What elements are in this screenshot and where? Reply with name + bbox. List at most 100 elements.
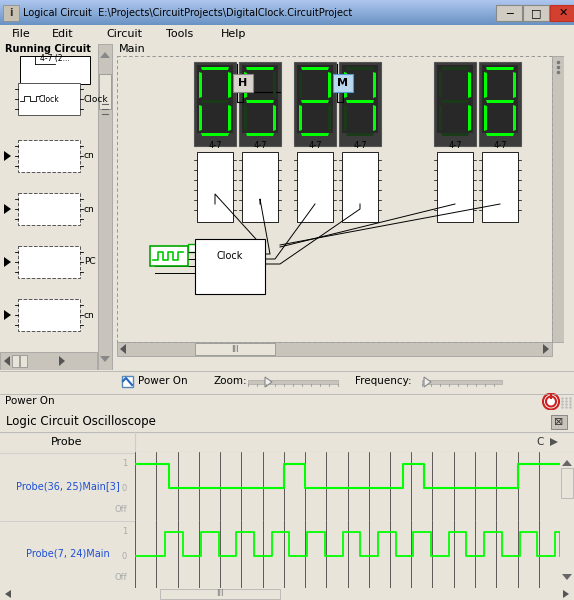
Text: Probe: Probe (51, 437, 83, 447)
Bar (294, 62, 336, 146)
Bar (0, 352, 97, 370)
Text: ─: ─ (506, 8, 513, 18)
Polygon shape (228, 105, 231, 131)
Polygon shape (424, 377, 431, 387)
Polygon shape (4, 356, 10, 366)
Text: 1: 1 (122, 459, 127, 468)
Polygon shape (301, 67, 329, 70)
Bar (0, 20, 574, 21)
Polygon shape (299, 72, 302, 98)
Bar (248, 380, 338, 384)
Bar (194, 62, 236, 146)
Text: Frequency:: Frequency: (355, 377, 412, 386)
Bar (297, 65, 333, 133)
Text: C: C (536, 437, 544, 447)
Bar (0, 10, 574, 11)
Polygon shape (228, 72, 231, 98)
Bar (0, 15, 574, 16)
Text: 4-7: 4-7 (308, 141, 322, 150)
Bar (0, 11, 574, 12)
Bar (0, 4, 574, 5)
Bar (12, 355, 19, 367)
Polygon shape (562, 574, 572, 580)
Bar (437, 152, 473, 222)
Text: Running Circuit: Running Circuit (5, 44, 91, 54)
Polygon shape (486, 133, 514, 136)
Polygon shape (439, 72, 442, 98)
Text: 0: 0 (122, 551, 127, 560)
Bar (117, 56, 552, 342)
Polygon shape (273, 72, 276, 98)
Polygon shape (346, 67, 374, 70)
Text: Power On: Power On (138, 377, 188, 386)
Bar (195, 343, 275, 355)
Polygon shape (59, 356, 65, 366)
Bar (0, 17, 574, 18)
Polygon shape (486, 67, 514, 70)
Polygon shape (513, 105, 516, 131)
Bar (482, 152, 518, 222)
Polygon shape (441, 100, 469, 103)
Polygon shape (562, 460, 572, 466)
Bar (434, 62, 476, 146)
Bar (0, 19, 574, 20)
Polygon shape (299, 105, 302, 131)
Bar (0, 8, 574, 9)
Polygon shape (246, 133, 274, 136)
Bar (342, 152, 378, 222)
Bar (18, 83, 80, 115)
Bar (339, 62, 381, 146)
Polygon shape (199, 72, 202, 98)
Bar (3, 5, 19, 21)
Polygon shape (439, 105, 442, 131)
Bar (523, 5, 549, 21)
Bar (0, 1, 574, 2)
Text: Off: Off (114, 573, 127, 582)
Bar (233, 74, 253, 92)
Polygon shape (468, 72, 471, 98)
Bar (117, 342, 552, 356)
Text: Clock: Clock (84, 94, 108, 103)
Text: 4-7: 4-7 (353, 141, 367, 150)
Polygon shape (513, 72, 516, 98)
Bar (552, 56, 564, 342)
Bar (20, 355, 27, 367)
Polygon shape (373, 72, 376, 98)
Bar (0, 0, 574, 1)
Bar (333, 74, 353, 92)
Polygon shape (301, 100, 329, 103)
Bar (0, 16, 574, 17)
Polygon shape (344, 72, 347, 98)
Bar (242, 152, 278, 222)
Polygon shape (199, 105, 202, 131)
Text: 4-7: 4-7 (253, 141, 267, 150)
Bar (342, 65, 378, 133)
Text: i: i (9, 8, 13, 18)
Bar (482, 65, 518, 133)
Bar (561, 468, 573, 498)
Bar (550, 5, 574, 21)
Polygon shape (550, 438, 558, 446)
Text: Tools: Tools (166, 29, 193, 39)
Text: 4-7 (2...: 4-7 (2... (40, 54, 70, 63)
Polygon shape (344, 105, 347, 131)
Bar (551, 415, 567, 429)
Polygon shape (120, 344, 126, 354)
Bar (0, 13, 574, 14)
Bar (18, 140, 80, 172)
Text: Logical Circuit  E:\Projects\CircuitProjects\DigitalClock.CircuitProject: Logical Circuit E:\Projects\CircuitProje… (23, 7, 352, 17)
Text: ⊠: ⊠ (554, 417, 564, 427)
Text: cn: cn (84, 151, 95, 160)
Polygon shape (244, 105, 247, 131)
Bar (188, 244, 196, 252)
Polygon shape (373, 105, 376, 131)
Bar (0, 18, 574, 19)
Bar (0, 22, 574, 23)
Text: File: File (11, 29, 30, 39)
Bar (479, 62, 521, 146)
Polygon shape (4, 204, 11, 214)
Polygon shape (100, 52, 110, 58)
Text: 0: 0 (122, 484, 127, 493)
Text: □: □ (531, 8, 541, 18)
Bar (122, 376, 133, 387)
